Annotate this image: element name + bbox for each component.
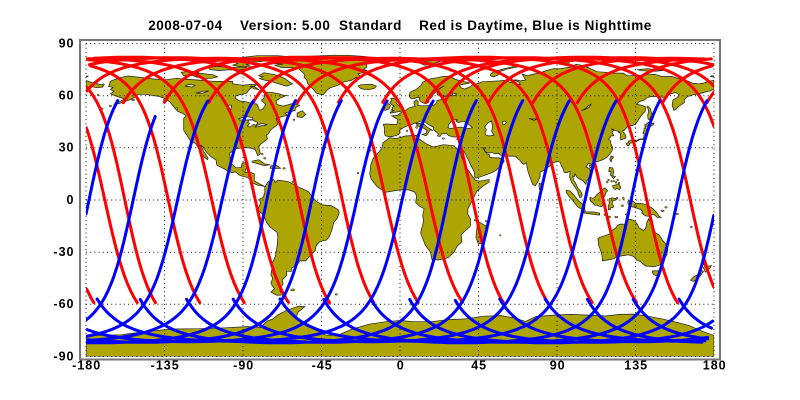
svg-text:-45: -45	[312, 358, 333, 372]
svg-text:45: 45	[471, 358, 487, 372]
svg-text:30: 30	[59, 141, 75, 155]
svg-text:-90: -90	[53, 349, 74, 363]
svg-text:60: 60	[59, 89, 75, 103]
svg-text:-180: -180	[72, 358, 101, 372]
svg-text:0: 0	[67, 193, 75, 207]
svg-text:2008-07-04 Version: 5.00 S: 2008-07-04 Version: 5.00 Standard Red is…	[148, 18, 652, 33]
svg-text:90: 90	[59, 36, 75, 50]
svg-text:-60: -60	[53, 297, 74, 311]
svg-text:180: 180	[703, 358, 727, 372]
svg-text:-90: -90	[233, 358, 254, 372]
svg-text:0: 0	[397, 358, 405, 372]
svg-text:-30: -30	[53, 245, 74, 259]
svg-text:135: 135	[624, 358, 648, 372]
svg-text:90: 90	[550, 358, 566, 372]
svg-text:-135: -135	[151, 358, 180, 372]
